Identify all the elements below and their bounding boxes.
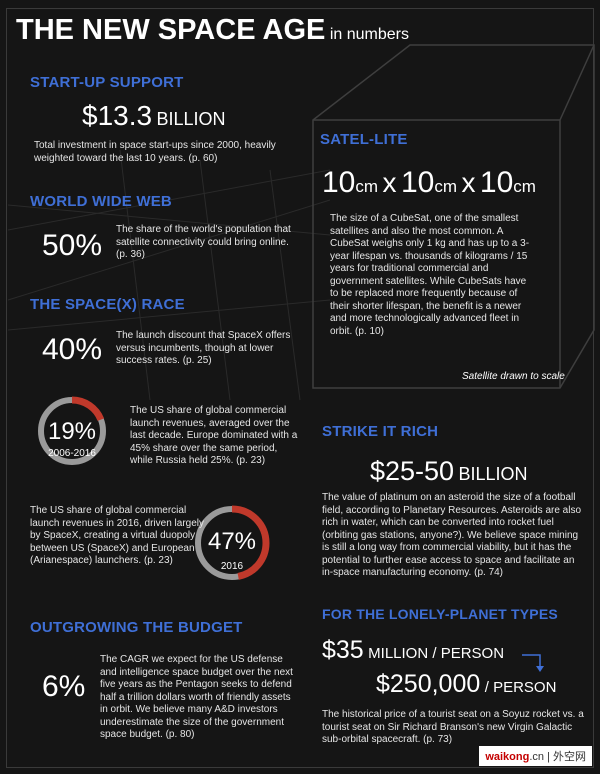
watermark-site: waikong xyxy=(485,751,530,763)
grid-line xyxy=(199,159,231,401)
ring2-arc xyxy=(194,505,270,581)
dim-value: 10 xyxy=(400,166,435,199)
watermark: waikong.cn | 外空网 xyxy=(479,746,592,766)
lonely-desc: The historical price of a tourist seat o… xyxy=(322,709,584,745)
lonely-stat-1: $35 MILLION / PERSON xyxy=(322,636,504,665)
lonely-value-1: $35 xyxy=(322,636,364,664)
lonely-unit-2: / PERSON xyxy=(484,679,557,696)
title-main: THE NEW SPACE AGE xyxy=(16,14,326,46)
strike-stat: $25-50 BILLION xyxy=(370,456,528,487)
satellite-desc: The size of a CubeSat, one of the smalle… xyxy=(330,213,530,337)
spacex-heading: THE SPACE(X) RACE xyxy=(30,296,185,313)
dim-sep: x xyxy=(382,167,397,198)
grid-line xyxy=(7,299,331,331)
grid-line xyxy=(269,169,301,401)
watermark-domain: .cn xyxy=(529,751,545,763)
lonely-stat-2: $250,000 / PERSON xyxy=(376,670,556,699)
www-desc: The share of the world's population that… xyxy=(116,224,291,260)
grid-line xyxy=(7,169,331,231)
ring1-value: 19% xyxy=(47,418,97,445)
startup-heading: START-UP SUPPORT xyxy=(30,74,184,91)
watermark-name: 外空网 xyxy=(553,751,586,763)
startup-desc: Total investment in space start-ups sinc… xyxy=(34,140,276,164)
down-arrow-head-icon xyxy=(536,666,544,672)
budget-value: 6% xyxy=(42,670,86,703)
dim-value: 10 xyxy=(479,166,514,199)
satellite-caption: Satellite drawn to scale xyxy=(462,371,565,382)
page-frame xyxy=(6,8,594,768)
ring1-label: 2006-2016 xyxy=(48,448,96,459)
lonely-heading: FOR THE LONELY-PLANET TYPES xyxy=(322,606,558,622)
strike-desc: The value of platinum on an asteroid the… xyxy=(322,492,582,578)
lonely-unit-1: MILLION / PERSON xyxy=(368,645,505,662)
grid-line xyxy=(7,204,331,236)
spacex-desc: The launch discount that SpaceX offers v… xyxy=(116,330,291,366)
strike-value: $25-50 xyxy=(370,456,455,486)
cube-edge xyxy=(559,44,595,121)
down-arrow-icon xyxy=(522,654,541,668)
ring2-label: 2016 xyxy=(220,561,244,572)
www-heading: WORLD WIDE WEB xyxy=(30,193,172,210)
budget-heading: OUTGROWING THE BUDGET xyxy=(30,619,243,636)
ring2-desc: The US share of global commercial launch… xyxy=(30,505,204,566)
spacex-value: 40% xyxy=(42,333,103,366)
satellite-dimensions: 10cm x 10cm x 10cm xyxy=(322,166,536,200)
ring1-desc: The US share of global commercial launch… xyxy=(130,405,298,466)
ring2-value: 47% xyxy=(207,528,257,555)
startup-stat: $13.3 BILLION xyxy=(82,100,226,132)
dim-sep: x xyxy=(461,167,476,198)
ring1-arc xyxy=(37,396,107,466)
grid-line xyxy=(119,149,151,401)
satellite-heading: SATEL-LITE xyxy=(320,131,408,148)
budget-desc: The CAGR we expect for the US defense an… xyxy=(100,654,293,740)
dim-unit: cm xyxy=(513,177,536,196)
startup-value: $13.3 xyxy=(82,100,153,131)
page-title: THE NEW SPACE AGE in numbers xyxy=(16,14,409,47)
dim-value: 10 xyxy=(322,166,356,199)
strike-unit: BILLION xyxy=(458,464,528,484)
lonely-value-2: $250,000 xyxy=(376,670,481,698)
startup-unit: BILLION xyxy=(156,109,226,129)
dim-unit: cm xyxy=(355,177,379,196)
strike-heading: STRIKE IT RICH xyxy=(322,423,439,440)
www-value: 50% xyxy=(42,229,103,262)
watermark-sep: | xyxy=(547,751,550,763)
cube-outline xyxy=(312,44,595,389)
title-sub: in numbers xyxy=(329,26,409,43)
dim-unit: cm xyxy=(434,177,457,196)
